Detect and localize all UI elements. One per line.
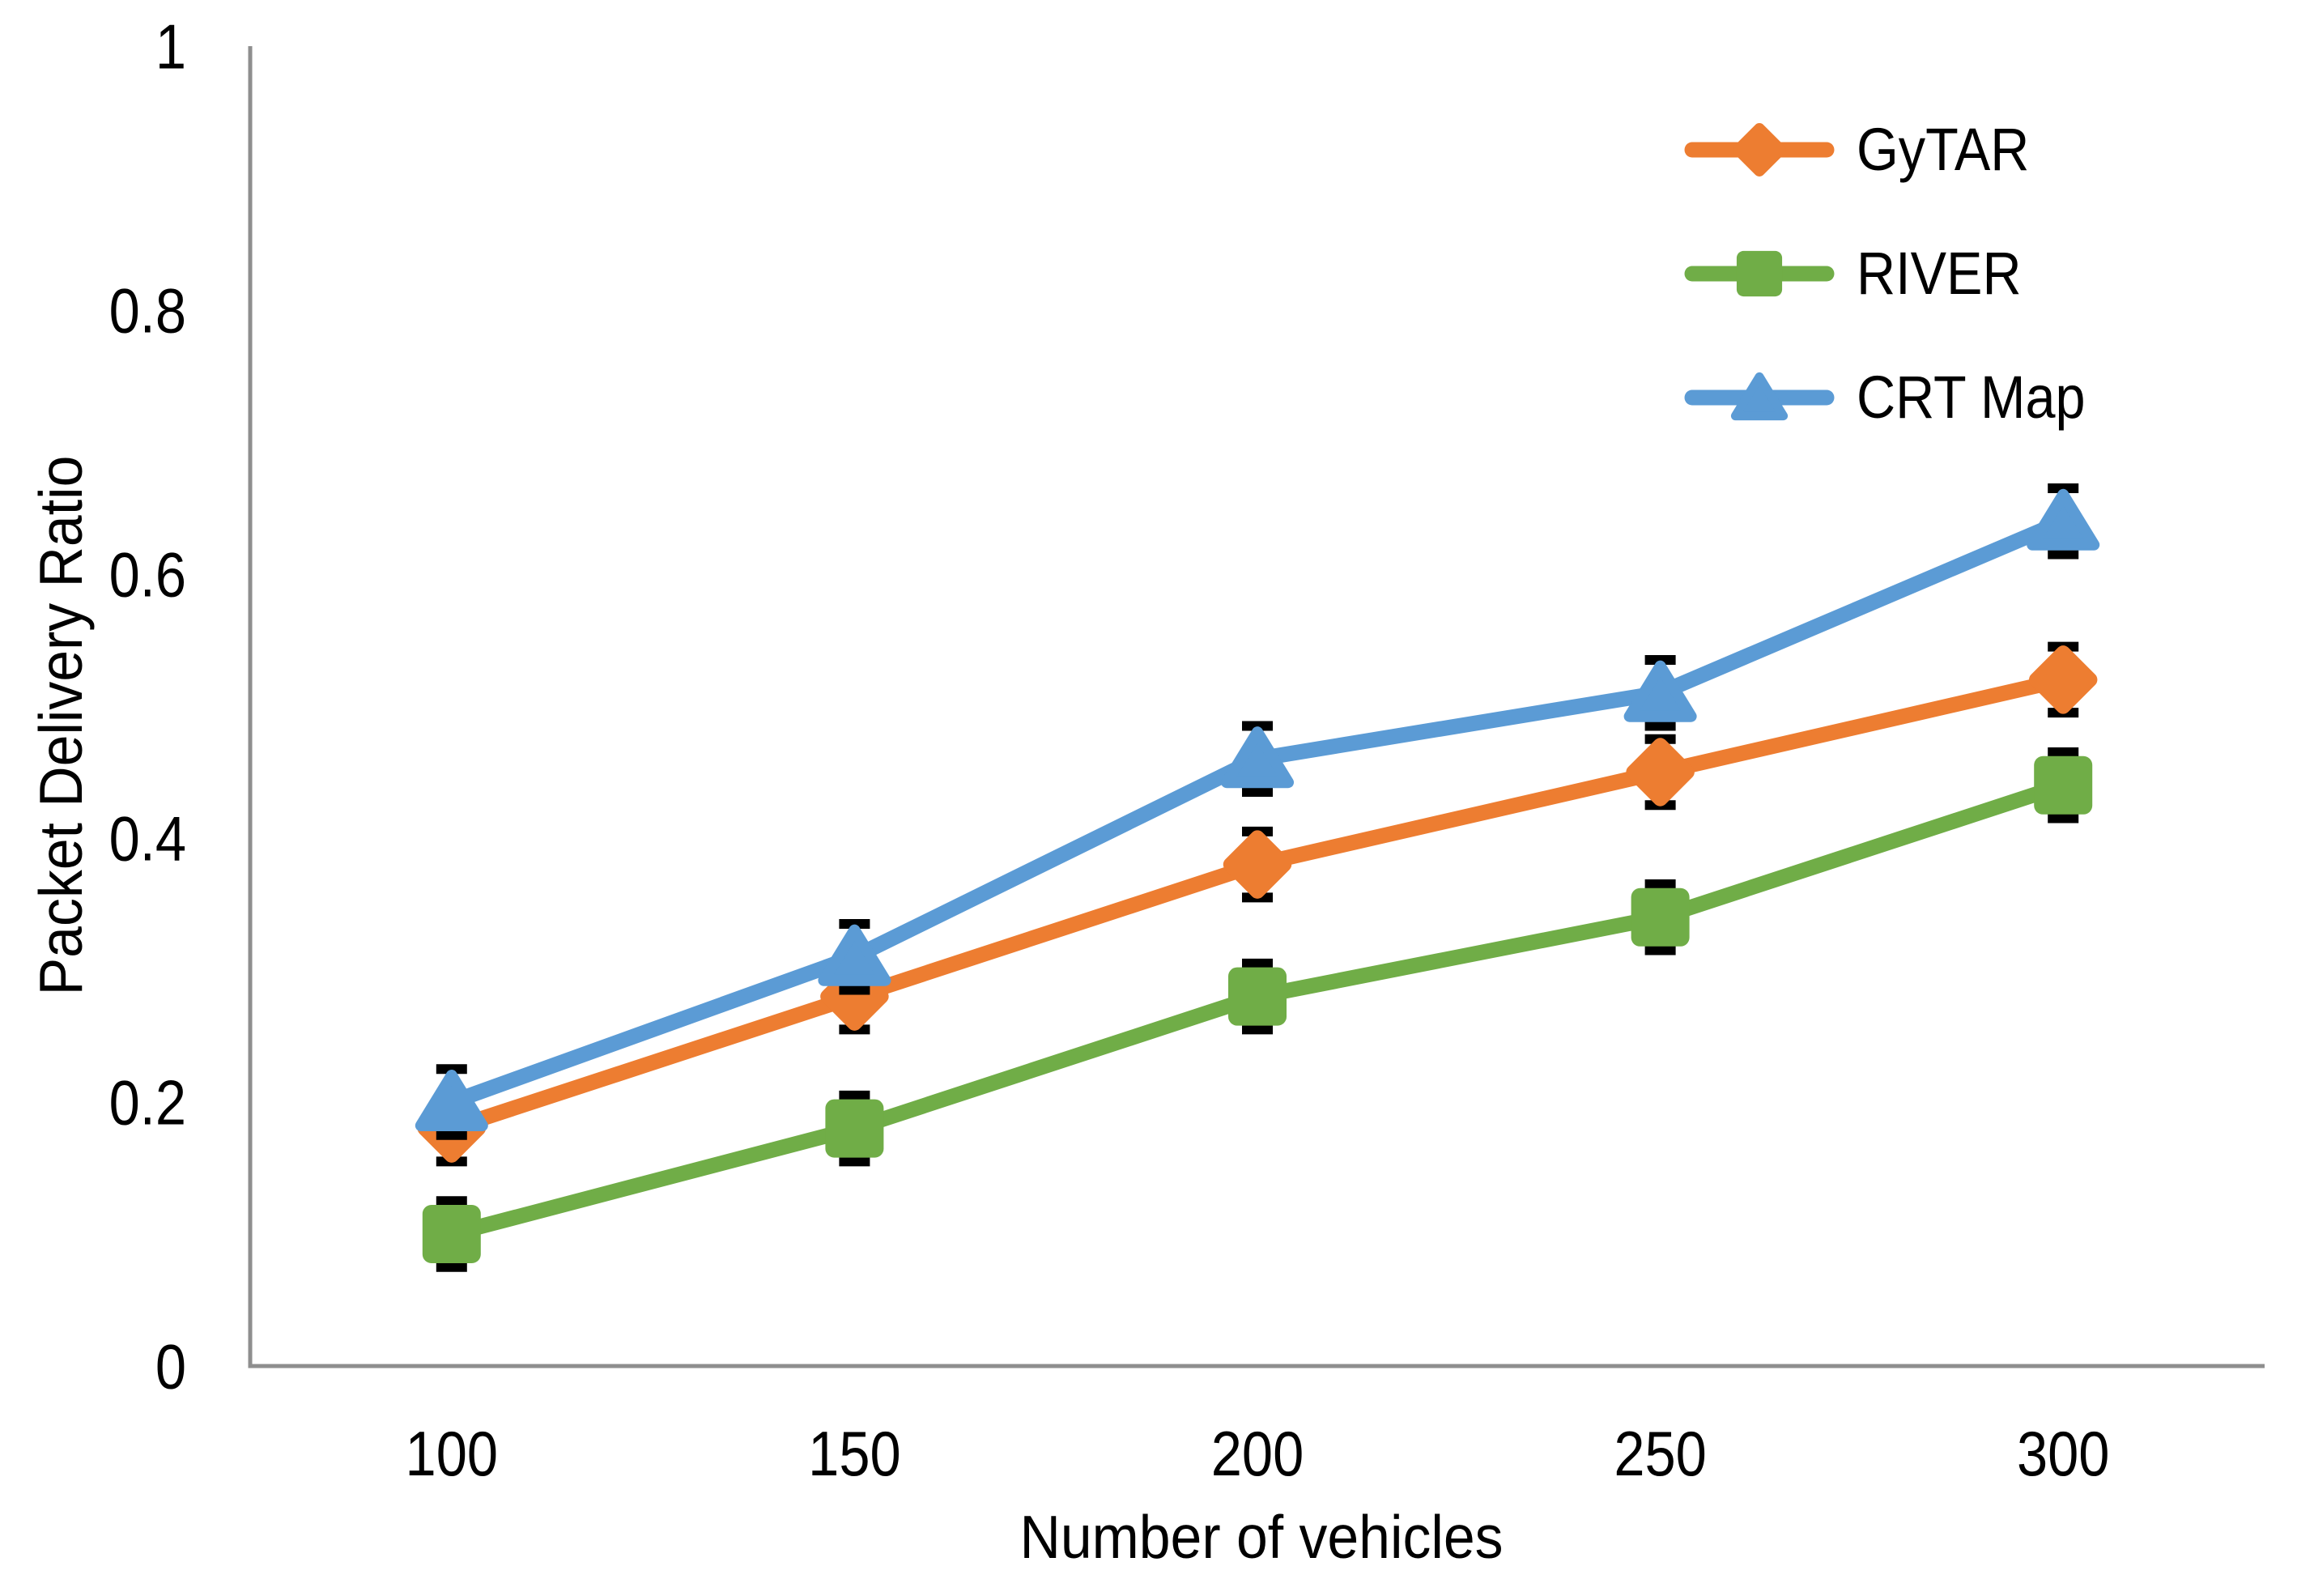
data-point-marker [1223, 830, 1292, 899]
x-axis-title: Number of vehicles [1019, 1503, 1504, 1571]
data-point-marker [422, 1205, 481, 1263]
data-point-marker [415, 1070, 488, 1131]
series-CRT Map [415, 483, 2100, 1140]
x-tick-label-300: 300 [2017, 1418, 2110, 1489]
y-tick-label-0.2: 0.2 [109, 1066, 186, 1138]
data-point-marker [2027, 488, 2100, 551]
series-GyTAR [417, 641, 2098, 1167]
data-point-marker [2028, 645, 2098, 714]
data-point-marker [1221, 726, 1294, 789]
data-point-marker [1631, 887, 1690, 947]
x-tick-label-200: 200 [1211, 1418, 1304, 1489]
y-tick-label-0.6: 0.6 [109, 538, 186, 610]
data-point-marker [1626, 738, 1695, 807]
x-tick-label-150: 150 [808, 1418, 901, 1489]
data-point-marker [1228, 967, 1287, 1026]
data-point-marker [825, 1099, 884, 1158]
data-point-marker [2034, 755, 2093, 815]
y-tick-label-1: 1 [155, 11, 186, 82]
y-tick-label-0.4: 0.4 [109, 802, 186, 874]
y-axis-title: Packet Delivery Ratio [27, 455, 95, 996]
data-point-marker [1623, 660, 1697, 722]
series-RIVER [422, 747, 2093, 1272]
y-tick-label-0.8: 0.8 [109, 275, 186, 346]
y-tick-label-0: 0 [155, 1330, 186, 1402]
x-tick-label-100: 100 [406, 1418, 499, 1489]
x-tick-label-250: 250 [1614, 1418, 1707, 1489]
data-point-marker [818, 924, 891, 986]
error-bars-CRT Map [436, 483, 2079, 1140]
